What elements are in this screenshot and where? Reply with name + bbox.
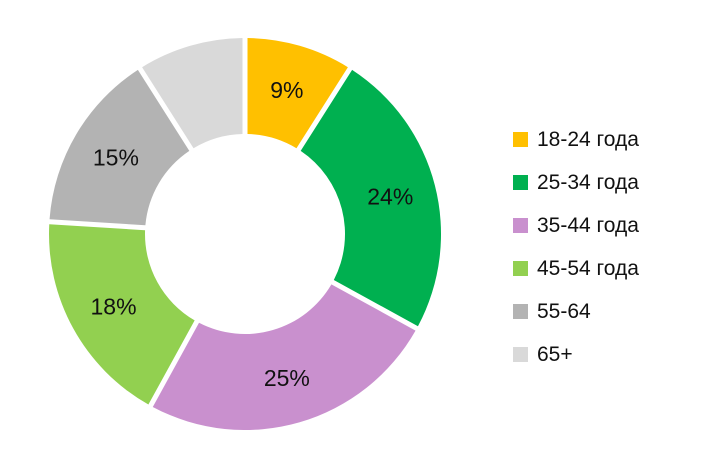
chart-legend: 18-24 года 25-34 года 35-44 года 45-54 г… [513,118,639,376]
donut-slice-1 [300,69,442,327]
legend-swatch [513,218,528,233]
legend-item-55-64: 55-64 [513,290,639,333]
legend-item-65-plus: 65+ [513,333,639,376]
legend-label: 65+ [537,342,573,366]
donut-slice-0 [247,38,348,149]
legend-item-25-34: 25-34 года [513,161,639,204]
donut-slice-4 [49,69,190,226]
donut-slice-5 [142,38,243,149]
legend-swatch [513,347,528,362]
legend-label: 18-24 года [537,127,639,151]
legend-item-18-24: 18-24 года [513,118,639,161]
legend-label: 25-34 года [537,170,639,194]
legend-label: 55-64 [537,299,591,323]
donut-slice-2 [152,284,416,431]
data-label-2: 25% [264,365,310,391]
data-label-3: 18% [91,293,137,319]
legend-item-45-54: 45-54 года [513,247,639,290]
donut-slices [49,38,442,431]
data-label-1: 24% [367,184,413,210]
legend-swatch [513,261,528,276]
legend-item-35-44: 35-44 года [513,204,639,247]
legend-swatch [513,304,528,319]
donut-slice-3 [49,224,195,405]
donut-data-labels: 9% 24% 25% 18% 15% [91,77,414,391]
legend-label: 45-54 года [537,256,639,280]
legend-label: 35-44 года [537,213,639,237]
data-label-4: 15% [93,145,139,171]
legend-swatch [513,132,528,147]
legend-swatch [513,175,528,190]
data-label-0: 9% [270,77,303,103]
